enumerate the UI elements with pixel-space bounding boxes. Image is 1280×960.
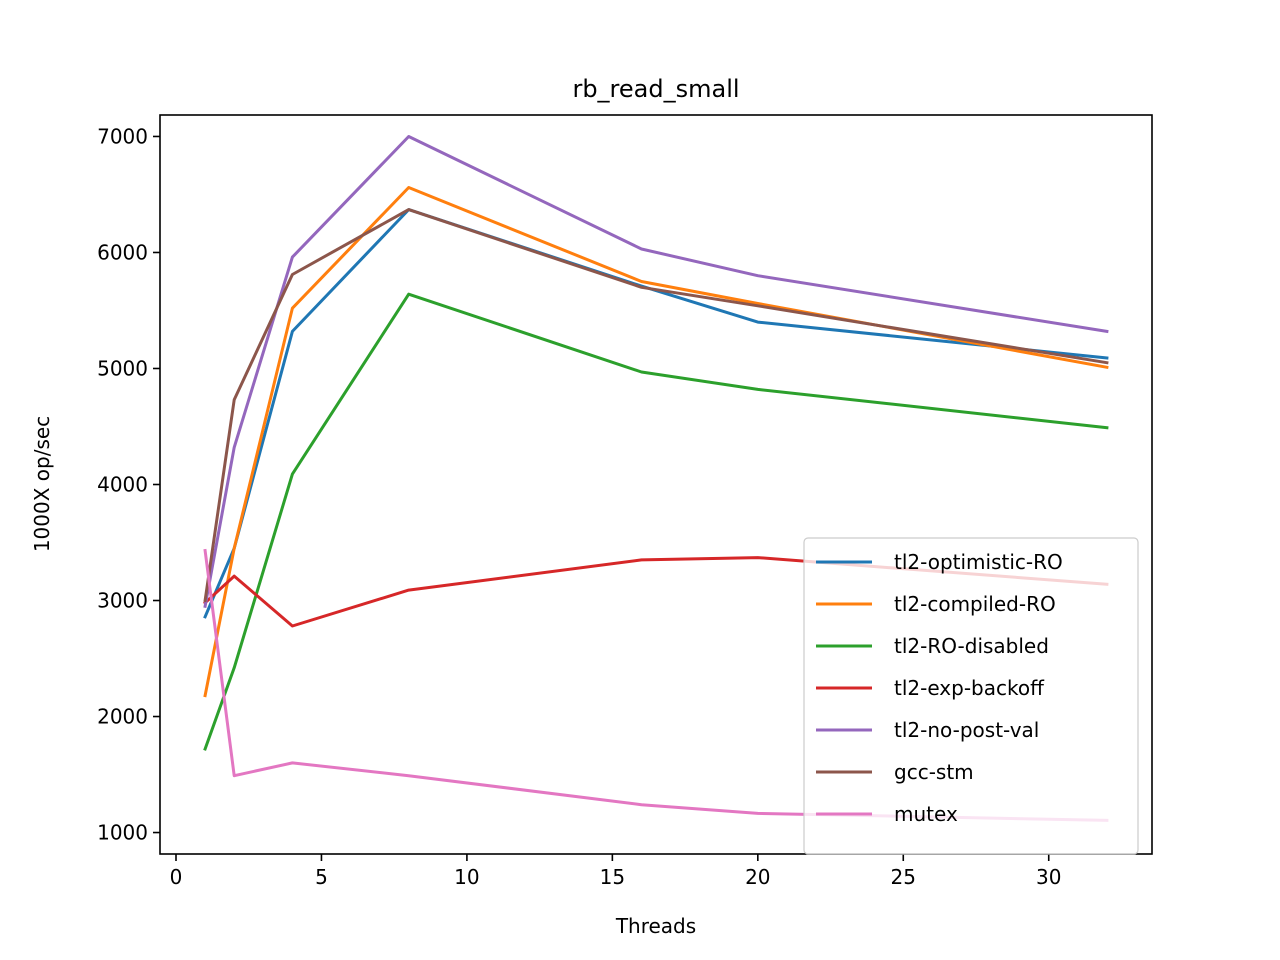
x-tick-label: 10 — [454, 865, 479, 889]
x-tick-label: 30 — [1036, 865, 1061, 889]
chart-title: rb_read_small — [572, 75, 739, 103]
legend-label-tl2-optimistic-ro: tl2-optimistic-RO — [894, 550, 1063, 574]
series-layer — [202, 135, 1109, 822]
x-tick-label: 15 — [600, 865, 625, 889]
y-tick-label: 4000 — [97, 473, 148, 497]
legend-box — [803, 537, 1139, 855]
series-line-tl2-exp-backoff — [202, 556, 1109, 628]
legend-label-gcc-stm: gcc-stm — [894, 760, 974, 784]
series-line-tl2-no-post-val — [203, 135, 1109, 609]
y-tick-label: 7000 — [97, 124, 148, 148]
x-tick-label: 25 — [891, 865, 916, 889]
series-line-mutex — [203, 548, 1109, 822]
legend-label-tl2-exp-backoff: tl2-exp-backoff — [894, 676, 1045, 700]
legend-label-tl2-ro-disabled: tl2-RO-disabled — [894, 634, 1049, 658]
x-axis-title: Threads — [615, 914, 696, 938]
x-tick-label: 20 — [745, 865, 770, 889]
y-tick-label: 2000 — [97, 705, 148, 729]
legend-label-tl2-compiled-ro: tl2-compiled-RO — [894, 592, 1056, 616]
y-tick-label: 5000 — [97, 356, 148, 380]
legend: tl2-optimistic-RO tl2-compiled-RO tl2-RO-d… — [803, 537, 1139, 855]
y-tick-label: 3000 — [97, 589, 148, 613]
legend-label-mutex: mutex — [894, 802, 958, 826]
x-axis: 0 5 10 15 20 25 30 — [170, 854, 1061, 889]
series-line-tl2-compiled-ro — [203, 186, 1109, 698]
x-tick-label: 0 — [170, 865, 183, 889]
x-tick-label: 5 — [315, 865, 328, 889]
series-line-gcc-stm — [203, 208, 1109, 603]
series-line-tl2-ro-disabled — [203, 292, 1109, 751]
legend-label-tl2-no-post-val: tl2-no-post-val — [894, 718, 1039, 742]
y-tick-label: 1000 — [97, 821, 148, 845]
y-tick-label: 6000 — [97, 240, 148, 264]
y-axis: 1000 2000 3000 4000 5000 6000 7000 — [97, 124, 160, 845]
y-axis-title: 1000X op/sec — [30, 416, 54, 552]
